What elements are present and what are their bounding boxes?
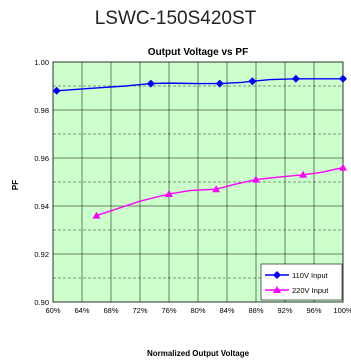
- data-point: [146, 79, 155, 88]
- data-point: [212, 185, 221, 193]
- model-heading: LSWC-150S420ST: [94, 8, 257, 29]
- data-point: [252, 175, 260, 183]
- series-line-2: [96, 166, 344, 217]
- legend-label: 220V Input: [292, 286, 329, 295]
- x-tick-label: 68%: [103, 306, 118, 315]
- y-tick-label: 0.96: [34, 154, 49, 163]
- x-tick-label: 84%: [219, 306, 234, 315]
- legend-label: 110V Input: [292, 271, 329, 280]
- data-point: [215, 79, 224, 88]
- data-point: [52, 86, 61, 95]
- y-tick-label: 1.00: [34, 58, 49, 67]
- y-tick-label: 0.92: [34, 250, 49, 259]
- data-point: [291, 74, 300, 83]
- y-axis-ticks: 0.90 0.92 0.94 0.96 0.98 1.00: [34, 58, 49, 307]
- x-tick-label: 92%: [277, 306, 292, 315]
- legend-marker: [273, 271, 281, 279]
- x-tick-label: 80%: [190, 306, 205, 315]
- data-point: [339, 163, 347, 171]
- x-tick-label: 60%: [45, 306, 60, 315]
- x-tick-label: 76%: [161, 306, 176, 315]
- y-tick-label: 0.94: [34, 202, 49, 211]
- legend-marker: [273, 286, 281, 293]
- data-point: [165, 190, 173, 197]
- legend-box: [260, 263, 343, 301]
- x-tick-label: 88%: [248, 306, 263, 315]
- x-axis-ticks: 60% 64% 68% 72% 76% 80% 84% 88% 92% 96% 100%: [45, 306, 351, 315]
- data-point: [92, 211, 101, 219]
- y-axis-label: PF: [11, 180, 20, 190]
- x-tick-label: 64%: [74, 306, 89, 315]
- data-point: [339, 74, 347, 83]
- y-tick-label: 0.98: [34, 106, 49, 115]
- data-point: [248, 77, 257, 86]
- legend: 110V Input 220V Input: [260, 263, 343, 301]
- x-tick-label: 100%: [333, 306, 351, 315]
- x-axis-label: Normalized Output Voltage: [147, 349, 250, 358]
- y-tick-label: 0.90: [34, 298, 49, 307]
- data-point: [299, 170, 308, 178]
- x-tick-label: 96%: [306, 306, 321, 315]
- series-group: [52, 74, 347, 219]
- x-tick-label: 72%: [132, 306, 147, 315]
- chart-title: Output Voltage vs PF: [148, 47, 248, 58]
